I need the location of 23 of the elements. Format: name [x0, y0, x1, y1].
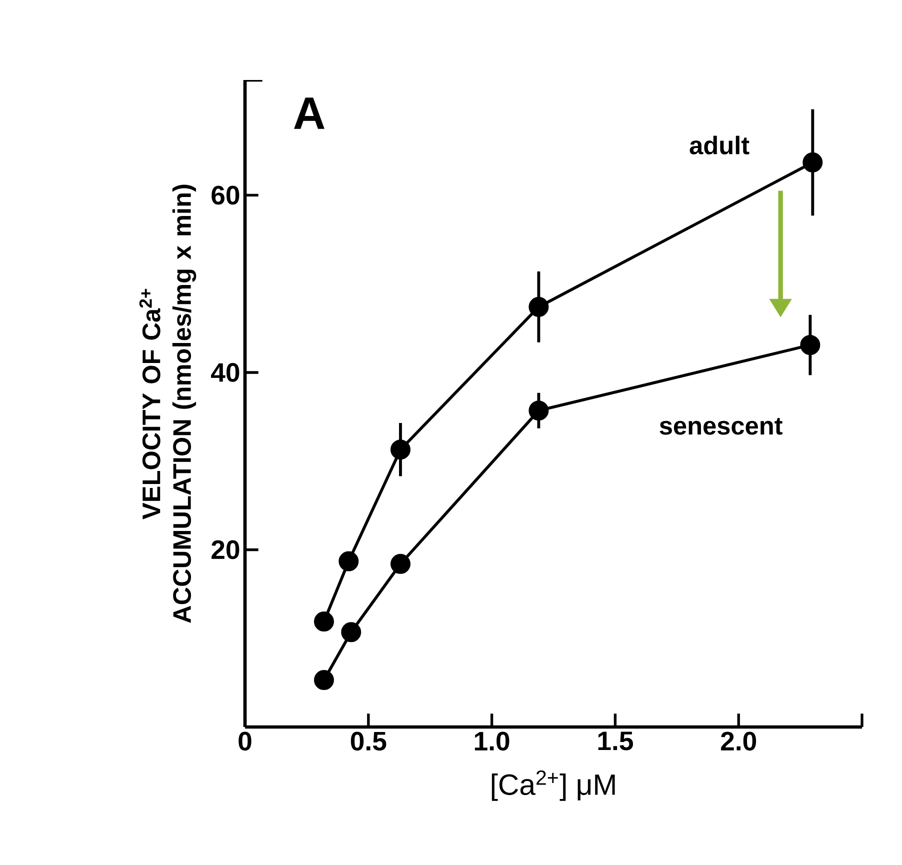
- series-label: senescent: [660, 418, 782, 435]
- point: [528, 296, 549, 317]
- y-tick-label: 40: [211, 363, 240, 382]
- x-tick-label: 2.0: [720, 732, 756, 751]
- point: [314, 612, 334, 632]
- y-axis-title: VELOCITY OF Ca$^{2+}$ ACCUMULATION (nmoles/mg x min): [139, 184, 196, 623]
- y-tick-label: 20: [212, 540, 240, 560]
- x-tick-label: 1.5: [598, 732, 634, 750]
- x-tick-label: 0: [238, 732, 252, 751]
- point: [341, 622, 362, 642]
- annotation: A: [294, 98, 324, 129]
- x-axis-title: [Ca$^{2+}$] μM: [492, 770, 615, 801]
- point: [338, 551, 359, 572]
- x-tick-label: 0.5: [350, 732, 386, 751]
- point: [528, 400, 549, 421]
- point: [390, 554, 410, 574]
- point: [314, 670, 334, 690]
- series-label: adult: [690, 136, 750, 154]
- point: [800, 335, 820, 356]
- y-tick-label: 60: [212, 186, 240, 205]
- point: [390, 440, 410, 460]
- x-tick-label: 1.0: [474, 732, 510, 751]
- point: [802, 152, 823, 172]
